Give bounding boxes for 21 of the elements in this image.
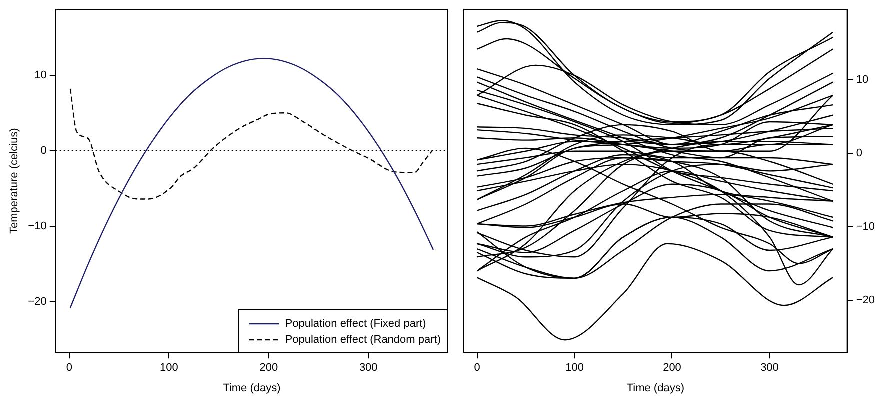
- x-tick-label: 200: [663, 362, 682, 374]
- x-tick-label: 100: [160, 362, 178, 374]
- x-axis-title: Time (days): [626, 382, 684, 394]
- y-tick-label: 10: [34, 69, 47, 82]
- y-tick-label: 0: [40, 144, 47, 157]
- y2-tick-label: −10: [856, 221, 876, 234]
- x-tick-label: 0: [474, 362, 480, 374]
- y2-tick-label: −20: [856, 294, 876, 306]
- x-tick-label: 100: [566, 362, 584, 374]
- legend-label: Population effect (Fixed part): [285, 316, 426, 332]
- y-axis-title: Temperature (celcius): [8, 128, 21, 234]
- y2-tick-label: 10: [856, 74, 869, 86]
- legend-label: Population effect (Random part): [285, 332, 441, 348]
- x-tick-label: 200: [260, 362, 278, 374]
- x-axis-title: Time (days): [223, 382, 281, 394]
- y-tick-label: −20: [28, 296, 47, 308]
- x-tick-label: 0: [66, 362, 72, 374]
- y-tick-label: −10: [28, 220, 47, 232]
- x-tick-label: 300: [760, 362, 779, 374]
- y2-tick-label: 0: [856, 148, 862, 160]
- x-tick-label: 300: [359, 362, 378, 374]
